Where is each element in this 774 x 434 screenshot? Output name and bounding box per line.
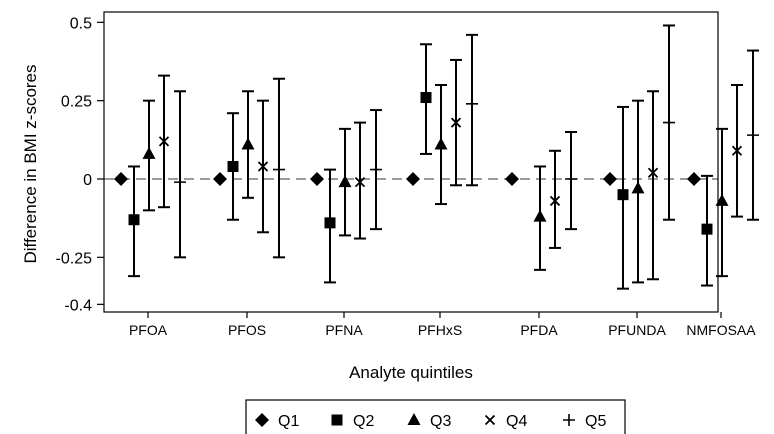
- y-tick-label: 0.5: [70, 15, 92, 32]
- point-q5-pfna: [370, 163, 382, 176]
- legend-label-q2: Q2: [353, 413, 374, 430]
- point-q4-pfunda: [647, 167, 659, 178]
- point-q1-pfoa: [114, 172, 128, 186]
- point-q2-pfoa: [128, 214, 140, 226]
- x-tick-label: NMFOSAA: [686, 322, 756, 338]
- legend-label-q1: Q1: [278, 413, 299, 430]
- y-tick-label: -0.25: [56, 250, 93, 267]
- y-axis: 0.5 0.25 0 -0.25 -0.4: [56, 15, 104, 314]
- x-tick-label: PFHxS: [418, 322, 462, 338]
- x-tick-label: PFNA: [325, 322, 363, 338]
- point-q5-pfoa: [174, 176, 186, 189]
- legend: Q1 Q2 Q3 Q4 Q5: [245, 399, 626, 434]
- point-q3-pfunda: [631, 181, 645, 194]
- legend-symbol-q1: [255, 413, 269, 427]
- error-bar-layer: [128, 24, 759, 290]
- x-tick-label: PFOS: [228, 322, 266, 338]
- legend-label-q5: Q5: [585, 413, 606, 430]
- legend-items: Q1 Q2 Q3 Q4 Q5: [255, 413, 606, 430]
- y-tick-label: 0: [83, 172, 92, 189]
- x-axis: PFOA PFOS PFNA PFHxS PFDA PFUNDA NMFOSAA: [129, 312, 756, 338]
- point-q2-pfhxs: [420, 92, 432, 104]
- plot-area-frame: [103, 11, 719, 313]
- y-tick-label: 0.25: [61, 94, 92, 111]
- point-q3-pfos: [241, 137, 255, 150]
- y-axis-title: Difference in BMI z-scores: [21, 64, 40, 263]
- x-axis-title: Analyte quintiles: [349, 363, 473, 382]
- point-q3-pfna: [338, 175, 352, 188]
- legend-symbol-q5: [563, 414, 575, 426]
- marker-layer: [114, 92, 759, 235]
- legend-symbol-q4: [484, 414, 496, 426]
- point-q4-pfos: [257, 161, 269, 172]
- point-q4-pfhxs: [450, 117, 462, 128]
- legend-label-q3: Q3: [430, 413, 451, 430]
- point-q5-pfhxs: [466, 97, 478, 110]
- x-tick-label: PFUNDA: [608, 322, 666, 338]
- x-tick-label: PFOA: [129, 322, 168, 338]
- point-q2-pfna: [324, 217, 336, 229]
- point-q5-pfda: [565, 173, 577, 185]
- point-q4-pfda: [549, 195, 561, 207]
- legend-symbol-q2: [331, 414, 343, 426]
- legend-label-q4: Q4: [506, 413, 527, 430]
- point-q3-pfoa: [142, 146, 156, 159]
- point-q2-pfos: [227, 160, 239, 172]
- point-q1-pfhxs: [406, 172, 420, 186]
- point-q5-pfunda: [663, 116, 675, 129]
- point-q4-nmfosaa: [731, 145, 743, 156]
- point-q1-pfda: [505, 172, 519, 186]
- point-q1-pfna: [310, 172, 324, 186]
- point-q1-pfunda: [603, 172, 617, 186]
- legend-frame: [245, 399, 626, 434]
- point-q4-pfoa: [158, 136, 170, 147]
- point-q1-pfos: [213, 172, 227, 186]
- point-q2-pfunda: [617, 189, 629, 201]
- point-q5-pfos: [273, 163, 285, 176]
- point-q5-nmfosaa: [747, 129, 759, 142]
- point-q4-pfna: [354, 176, 366, 188]
- point-q3-pfhxs: [434, 137, 448, 150]
- x-tick-label: PFDA: [520, 322, 558, 338]
- point-q2-nmfosaa: [701, 223, 713, 235]
- point-q1-nmfosaa: [687, 172, 701, 186]
- point-q3-pfda: [533, 209, 547, 222]
- y-tick-label: -0.4: [64, 297, 92, 314]
- legend-symbol-q3: [407, 413, 421, 425]
- point-q3-nmfosaa: [715, 193, 729, 206]
